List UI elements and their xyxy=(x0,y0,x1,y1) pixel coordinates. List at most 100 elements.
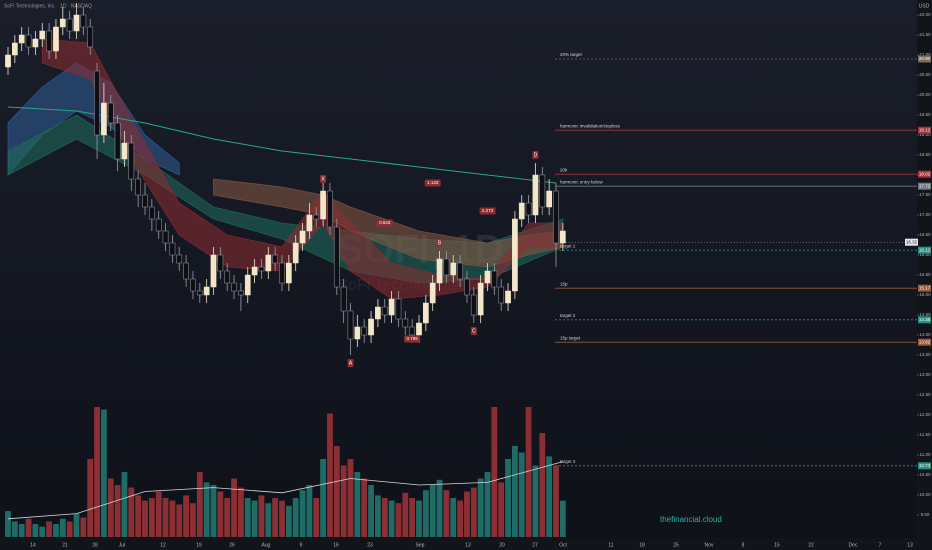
x-tick-label: 19 xyxy=(196,542,202,548)
volume-bar xyxy=(135,495,142,537)
level-label: 20k xyxy=(560,167,568,172)
candle-body xyxy=(244,274,251,296)
volume-bar xyxy=(114,485,121,537)
y-tick-label: 10.00 xyxy=(919,492,931,497)
volume-bar xyxy=(53,524,59,537)
level-price-box xyxy=(918,170,931,178)
volume-bar xyxy=(244,498,251,537)
candle-body xyxy=(169,242,176,256)
volume-bar xyxy=(532,465,539,537)
volume-bar xyxy=(169,500,176,537)
volume-bar xyxy=(333,446,340,537)
volume-bar xyxy=(162,498,169,537)
pattern-label: B xyxy=(438,240,442,246)
pattern-box xyxy=(470,327,477,335)
volume-bar xyxy=(505,459,511,537)
volume-bar xyxy=(46,521,52,537)
level-label: harmonic invalidation/stoploss xyxy=(560,123,621,128)
candle-body xyxy=(518,202,525,220)
volume-bar xyxy=(272,498,279,537)
y-tick-label: 17.50 xyxy=(919,192,931,197)
candle-body xyxy=(553,190,559,244)
volume-bar xyxy=(217,491,224,537)
level-price-box xyxy=(918,182,931,190)
time-axis xyxy=(0,538,917,550)
volume-bar xyxy=(443,490,450,537)
candle-body xyxy=(416,322,422,336)
footer: thefinancial.cloud xyxy=(660,515,722,524)
y-tick-label: 19.50 xyxy=(919,112,931,117)
volume-bar xyxy=(484,472,491,537)
volume-bar xyxy=(559,500,566,537)
volume-bar xyxy=(107,478,114,537)
level-price-label: 20.90 xyxy=(919,56,931,61)
volume-bar xyxy=(375,495,381,537)
x-tick-label: 13 xyxy=(907,542,913,548)
volume-bar xyxy=(279,500,285,537)
x-tick-label: 9 xyxy=(300,542,303,548)
candle-body xyxy=(53,26,59,52)
pattern-box xyxy=(436,239,443,247)
y-tick-label: 21.00 xyxy=(919,52,931,57)
volume-bar xyxy=(176,504,183,537)
candle-body xyxy=(286,262,292,284)
candle-body xyxy=(320,190,326,220)
candle-body xyxy=(477,282,484,316)
level-label: 15p xyxy=(560,281,568,286)
y-tick-label: 12.00 xyxy=(919,412,931,417)
pattern-box xyxy=(532,151,539,159)
y-tick-label: 15.00 xyxy=(919,292,931,297)
candle-body xyxy=(12,42,18,56)
volume-bar xyxy=(299,490,306,537)
y-tick-label: 22.00 xyxy=(919,12,931,17)
volume-bar xyxy=(238,487,244,537)
x-tick-label: Sep xyxy=(416,542,425,548)
volume-bar xyxy=(395,503,402,537)
candle-body xyxy=(532,174,539,216)
y-tick-label: 9.50 xyxy=(921,512,930,517)
volume-bar xyxy=(11,521,18,537)
volume-bar xyxy=(128,487,135,537)
candle-body xyxy=(121,142,128,160)
y-tick-label: 11.50 xyxy=(920,432,931,437)
x-tick-label: 12 xyxy=(160,542,166,548)
volume-ma xyxy=(7,461,563,520)
volume-bar xyxy=(354,472,361,537)
volume-bar xyxy=(518,452,525,537)
level-price-box xyxy=(918,126,931,134)
volume-bar xyxy=(190,503,196,537)
volume-bar xyxy=(525,407,532,537)
price-axis xyxy=(917,0,932,550)
candle-body xyxy=(73,14,80,32)
level-price-label: 10.73 xyxy=(919,463,931,468)
x-tick-label: 8 xyxy=(742,542,745,548)
level-price-box xyxy=(918,246,931,254)
volume-bar xyxy=(196,472,203,537)
candle-body xyxy=(368,318,374,336)
level-label: target 3 xyxy=(560,459,576,464)
candle-body xyxy=(258,266,265,272)
candle-body xyxy=(39,30,46,40)
candle-body xyxy=(402,318,409,328)
candle-body xyxy=(114,122,121,160)
candle-body xyxy=(450,262,457,276)
candle-body xyxy=(176,254,183,264)
candle-body xyxy=(395,298,402,320)
pattern-label: D xyxy=(534,152,538,158)
candle-body xyxy=(388,298,395,316)
level-label: harmonic entry below xyxy=(560,179,604,184)
candle-body xyxy=(512,218,518,292)
volume-bar xyxy=(491,407,498,537)
ratio-box xyxy=(424,179,441,187)
volume-bar xyxy=(258,495,265,537)
candle-body xyxy=(470,294,477,316)
plot: 9.50 10.00 10.50 11.00 11.50 12.00 12.50 13.00 1… xyxy=(5,3,931,548)
volume-bar xyxy=(142,500,148,537)
candle-body xyxy=(409,326,415,336)
level-price-label: 13.82 xyxy=(919,339,931,344)
y-tick-label: 19.00 xyxy=(919,132,931,137)
candle-body xyxy=(265,254,272,272)
y-tick-label: 20.00 xyxy=(919,92,931,97)
volume-bar xyxy=(313,498,320,537)
volume-bar xyxy=(148,498,155,537)
